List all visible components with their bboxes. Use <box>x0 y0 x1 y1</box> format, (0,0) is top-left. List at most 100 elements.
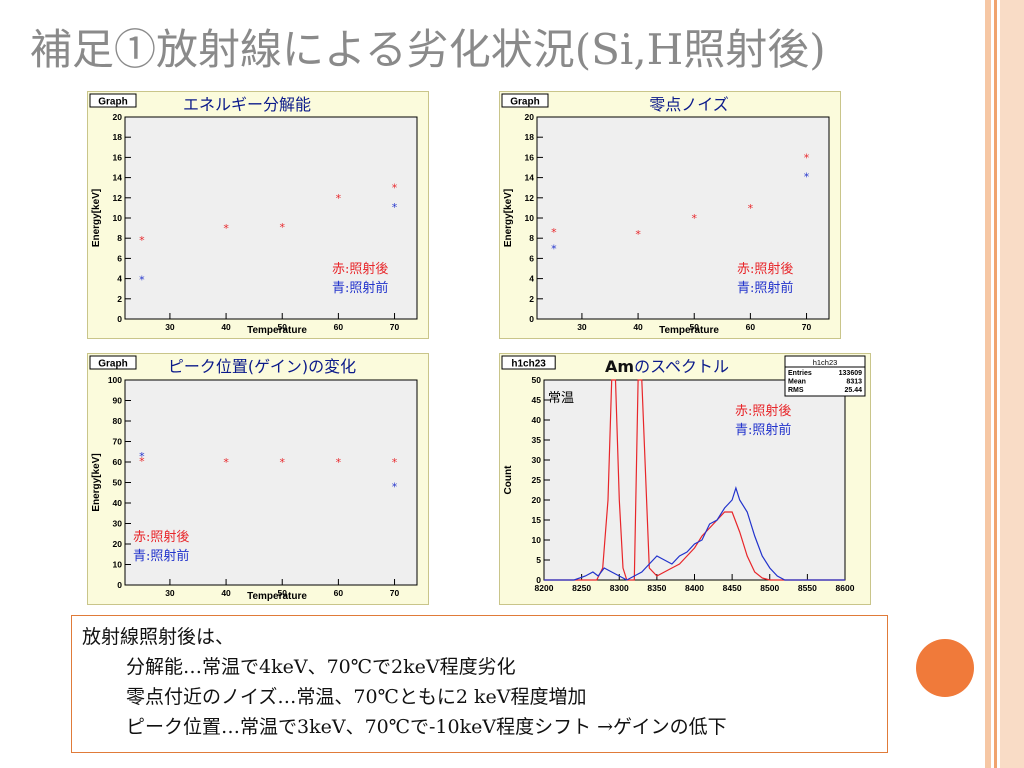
y-tick-label: 25 <box>532 475 542 485</box>
summary-line-4: ピーク位置…常温で3keV、70℃で-10keV程度シフト →ゲインの低下 <box>126 716 727 738</box>
data-point-blue: * <box>392 481 398 494</box>
x-tick-label: 8450 <box>723 583 742 593</box>
x-tick-label: 60 <box>334 322 344 332</box>
chart-peak-position-svg: Graph ピーク位置(ゲイン)の変化 0 10 20 30 40 50 60 70 80 90 100… <box>87 353 429 605</box>
y-tick-label: 100 <box>108 375 122 385</box>
x-tick-label: 40 <box>633 322 643 332</box>
data-point-red: * <box>139 455 145 468</box>
data-point-blue: * <box>139 274 145 287</box>
decorative-stripe-right <box>1000 0 1024 768</box>
y-tick-label: 8 <box>117 233 122 243</box>
y-tick-label: 8 <box>529 233 534 243</box>
legend-label-red: 赤:照射後 <box>737 261 793 277</box>
stats-key: Mean <box>788 379 806 386</box>
frame-label-box <box>89 93 137 108</box>
y-axis-label: Count <box>503 465 514 495</box>
summary-line-3: 零点付近のノイズ…常温、70℃ともに2 keV程度増加 <box>126 686 587 708</box>
x-tick-label: 50 <box>277 322 287 332</box>
y-tick-label: 80 <box>113 416 123 426</box>
x-tick-label: 70 <box>802 322 812 332</box>
chart-title: ピーク位置(ゲイン)の変化 <box>168 357 356 376</box>
chart-zero-noise-svg: Graph 零点ノイズ 0 2 4 6 8 10 12 14 16 18 20 30 40 50 60 70 Tem… <box>499 91 841 339</box>
chart-title: エネルギー分解能 <box>183 95 311 114</box>
series-line-red <box>544 379 845 581</box>
legend-label-red: 赤:照射後 <box>735 403 791 419</box>
y-axis-label: Energy[keV] <box>91 189 102 247</box>
plot-area <box>124 379 418 586</box>
series-line-blue <box>544 486 845 581</box>
decorative-stripe-mid <box>994 0 997 768</box>
y-tick-label: 50 <box>113 478 123 488</box>
stats-value: 25.44 <box>844 387 862 394</box>
y-tick-label: 6 <box>529 253 534 263</box>
y-tick-label: 18 <box>525 132 535 142</box>
x-axis-label: Temperature <box>659 325 719 336</box>
y-tick-label: 16 <box>525 152 535 162</box>
data-point-red: * <box>279 221 285 234</box>
frame-label: Graph <box>510 97 539 108</box>
y-tick-label: 50 <box>532 375 542 385</box>
y-tick-label: 12 <box>113 193 123 203</box>
y-tick-label: 40 <box>532 415 542 425</box>
x-tick-label: 8350 <box>647 583 666 593</box>
y-tick-label: 70 <box>113 437 123 447</box>
x-tick-label: 40 <box>221 322 231 332</box>
y-tick-label: 0 <box>536 575 541 585</box>
y-tick-label: 20 <box>113 539 123 549</box>
chart-energy-resolution-svg: Graph エネルギー分解能 0 2 4 6 8 10 12 14 16 18 20 30 40 50 60 70… <box>87 91 429 339</box>
y-tick-label: 35 <box>532 435 542 445</box>
y-tick-label: 0 <box>117 314 122 324</box>
data-point-red: * <box>392 456 398 469</box>
data-point-red: * <box>392 182 398 195</box>
data-point-red: * <box>279 456 285 469</box>
data-point-red: * <box>691 212 697 225</box>
y-axis-label: Energy[keV] <box>503 189 514 247</box>
x-tick-label: 30 <box>165 588 175 598</box>
stats-key: RMS <box>788 387 804 394</box>
decorative-orange-circle <box>916 639 974 697</box>
data-point-blue: * <box>139 450 145 463</box>
y-tick-label: 14 <box>525 173 535 183</box>
legend-label-red: 赤:照射後 <box>332 261 388 277</box>
y-tick-label: 12 <box>525 193 535 203</box>
x-axis-label: Temperature <box>247 591 307 602</box>
x-tick-label: 8300 <box>610 583 629 593</box>
chart-annotation: 常温 <box>548 391 574 406</box>
y-tick-label: 2 <box>117 294 122 304</box>
summary-box: 放射線照射後は、 分解能…常温で4keV、70℃で2keV程度劣化 零点付近のノ… <box>71 615 888 753</box>
x-tick-label: 60 <box>746 322 756 332</box>
summary-line-1: 放射線照射後は、 <box>82 626 235 648</box>
y-tick-label: 30 <box>113 519 123 529</box>
stats-value: 133609 <box>839 370 862 377</box>
data-point-blue: * <box>804 171 810 184</box>
x-tick-label: 40 <box>221 588 231 598</box>
stats-box <box>784 355 866 397</box>
data-point-red: * <box>551 226 557 239</box>
x-tick-label: 50 <box>689 322 699 332</box>
x-tick-label: 70 <box>390 588 400 598</box>
chart-energy-resolution: Graph エネルギー分解能 0 2 4 6 8 10 12 14 16 18 20 30 40 50 60 70… <box>87 91 429 339</box>
summary-line-2: 分解能…常温で4keV、70℃で2keV程度劣化 <box>126 656 516 678</box>
plot-area <box>543 379 846 581</box>
x-tick-label: 50 <box>277 588 287 598</box>
data-point-red: * <box>336 456 342 469</box>
y-tick-label: 10 <box>532 535 542 545</box>
x-tick-label: 8400 <box>685 583 704 593</box>
y-tick-label: 15 <box>532 515 542 525</box>
slide-title: 補足①放射線による劣化状況(Si,H照射後) <box>30 25 826 74</box>
y-tick-label: 5 <box>536 555 541 565</box>
legend-label-blue: 青:照射前 <box>133 548 189 564</box>
x-axis-label: Temperature <box>247 325 307 336</box>
x-tick-label: 8600 <box>836 583 855 593</box>
chart-title: Amのスペクトル <box>605 357 729 376</box>
chart-zero-noise: Graph 零点ノイズ 0 2 4 6 8 10 12 14 16 18 20 30 40 50 60 70 Tem… <box>499 91 841 339</box>
x-tick-label: 8500 <box>760 583 779 593</box>
x-tick-label: 8200 <box>535 583 554 593</box>
y-tick-label: 10 <box>525 213 535 223</box>
y-tick-label: 16 <box>113 152 123 162</box>
data-point-blue: * <box>551 242 557 255</box>
x-tick-label: 60 <box>334 588 344 598</box>
legend-label-blue: 青:照射前 <box>332 280 388 296</box>
x-tick-label: 8250 <box>572 583 591 593</box>
chart-peak-position: Graph ピーク位置(ゲイン)の変化 0 10 20 30 40 50 60 70 80 90 100… <box>87 353 429 605</box>
